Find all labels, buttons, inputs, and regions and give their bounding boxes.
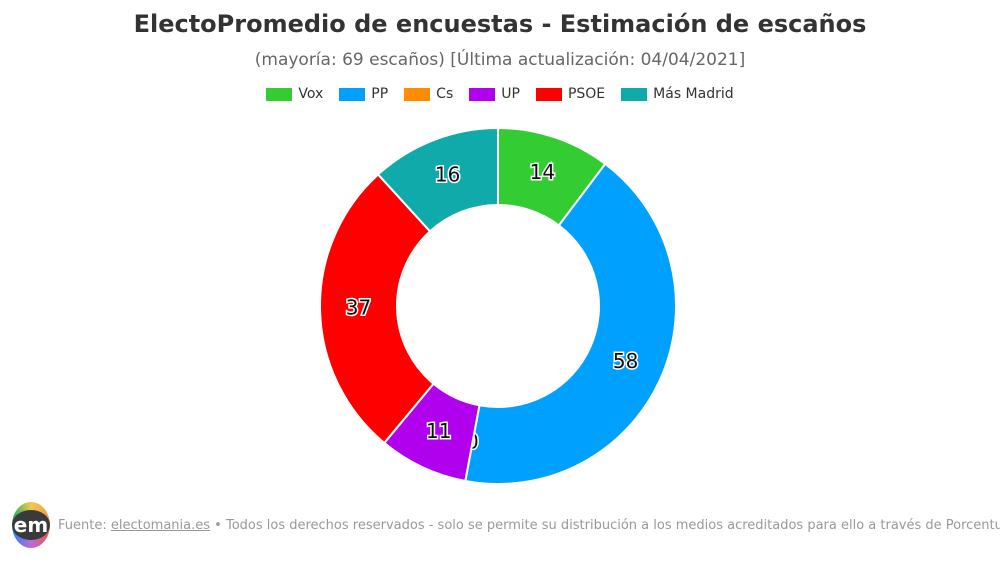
legend: Vox PP Cs UP PSOE Más Madrid [0, 86, 1000, 102]
data-label: 37 [346, 296, 371, 320]
legend-label: PP [371, 86, 389, 102]
data-label: 16 [435, 162, 460, 186]
legend-item[interactable]: PP [339, 86, 388, 102]
donut-segment-pp[interactable] [464, 162, 677, 485]
footer-prefix: Fuente: [58, 517, 111, 533]
logo-text: em [12, 510, 50, 540]
electomania-logo: em [12, 502, 50, 548]
legend-label: Cs [436, 86, 454, 102]
legend-swatch [339, 87, 366, 101]
footer: em Fuente: electomania.es • Todos los de… [12, 500, 1000, 550]
data-label: 58 [613, 349, 638, 373]
footer-rights: • Todos los derechos reservados - solo s… [210, 517, 1000, 533]
legend-item[interactable]: Más Madrid [621, 86, 734, 102]
chart-subtitle: (mayoría: 69 escaños) [Última actualizac… [254, 50, 746, 70]
legend-label: Vox [298, 86, 324, 102]
donut-segment-psoe[interactable] [319, 173, 435, 445]
legend-item[interactable]: UP [469, 86, 520, 102]
legend-swatch [535, 87, 562, 101]
legend-item[interactable]: Cs [404, 86, 453, 102]
chart-title: ElectoPromedio de encuestas - Estimación… [133, 10, 867, 38]
legend-item[interactable]: Vox [266, 86, 323, 102]
data-label: 11 [426, 419, 451, 443]
legend-swatch [469, 87, 496, 101]
legend-item[interactable]: PSOE [535, 86, 606, 102]
donut-segment-más-madrid[interactable] [376, 126, 499, 233]
legend-label: UP [501, 86, 520, 102]
legend-swatch [404, 87, 431, 101]
legend-swatch [621, 87, 648, 101]
footer-text: Fuente: electomania.es • Todos los derec… [58, 518, 1000, 533]
legend-swatch [266, 87, 293, 101]
source-link[interactable]: electomania.es [110, 517, 211, 533]
legend-label: Más Madrid [653, 86, 734, 102]
data-label: 14 [530, 160, 555, 184]
legend-label: PSOE [567, 86, 606, 102]
